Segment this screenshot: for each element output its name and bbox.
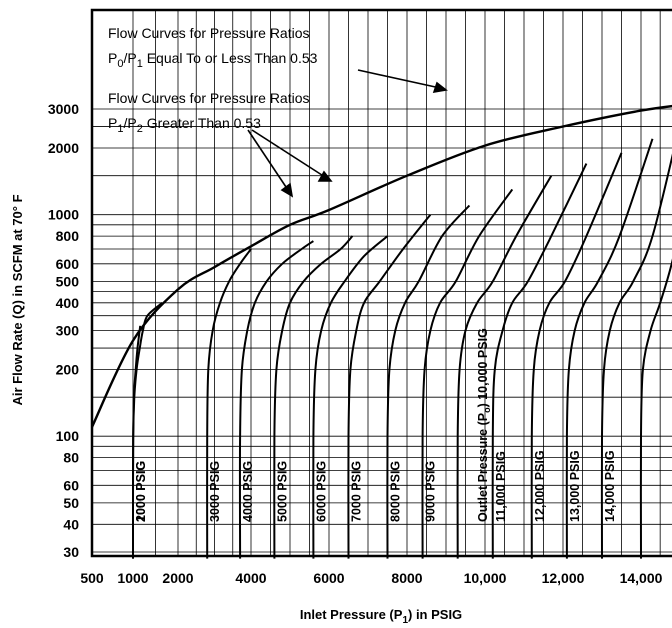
plot-border <box>90 8 672 558</box>
arrowhead-sub-b <box>317 170 333 182</box>
x-tick-label: 14,000 <box>620 570 663 586</box>
curve-label: 5000 PSIG <box>275 461 289 522</box>
curve-label: 9000 PSIG <box>424 461 438 522</box>
flow-curve-4 <box>273 235 354 559</box>
y-tick-label: 80 <box>63 450 79 466</box>
curve-label: 1000 PSIG <box>134 461 148 522</box>
y-tick-label: 500 <box>56 273 80 289</box>
annotation-choked-ratio: P0/P1 Equal To or Less Than 0.53 <box>108 50 318 70</box>
flow-curve-1 <box>132 302 163 559</box>
arrow-line-choked <box>357 69 441 89</box>
x-axis-title: Inlet Pressure (P1) in PSIG <box>300 607 462 626</box>
outlet-caption-tail: ) 10,000 PSIG <box>476 328 490 407</box>
y-tick-label: 800 <box>56 228 80 244</box>
flow-curves <box>90 104 672 559</box>
x-tick-label: 4000 <box>235 570 266 586</box>
curve-label: 13,000 PSIG <box>568 450 582 522</box>
flow-curve-5 <box>312 235 389 559</box>
y-tick-label: 2000 <box>48 140 79 156</box>
annotation-sub1: 1 <box>137 58 143 70</box>
flow-curve-14 <box>639 258 672 559</box>
arrowhead-sub-a <box>280 182 294 198</box>
x-tick-label: 8000 <box>391 570 422 586</box>
x-tick-label: 500 <box>80 570 104 586</box>
choked-flow-envelope <box>90 104 672 428</box>
y-axis-title: Air Flow Rate (Q) in SCFM at 70° F <box>10 194 25 405</box>
arrowhead-choked <box>432 81 448 94</box>
x-tick-label: 6000 <box>313 570 344 586</box>
flow-curve-8 <box>421 188 514 559</box>
annotation-rest: Equal To or Less Than 0.53 <box>143 50 318 66</box>
y-tick-label: 300 <box>56 323 80 339</box>
curve-label: 12,000 PSIG <box>533 450 547 522</box>
y-tick-label: 1000 <box>48 207 79 223</box>
arrow-line-sub-a <box>247 129 289 191</box>
x-axis-title-sub: 1 <box>402 615 408 626</box>
curve-label: 6000 PSIG <box>314 461 328 522</box>
annotation2-sub1: 1 <box>117 123 123 135</box>
flow-curve-3 <box>238 240 314 559</box>
x-axis-title-main: Inlet Pressure (P <box>300 607 403 622</box>
flow-curve-6 <box>347 214 432 559</box>
annotation2-rest: Greater Than 0.53 <box>143 115 261 131</box>
flow-curve-2 <box>206 248 252 559</box>
y-tick-label: 30 <box>63 544 79 560</box>
y-tick-label: 100 <box>56 428 80 444</box>
curve-label: 7000 PSIG <box>350 461 364 522</box>
x-tick-label: 1000 <box>117 570 148 586</box>
curve-label: 11,000 PSIG <box>494 451 508 522</box>
arrow-line-sub-b <box>251 129 326 178</box>
curve-label: 3000 PSIG <box>208 461 222 522</box>
annotation-slash: /P <box>123 50 136 66</box>
annotation-choked-title: Flow Curves for Pressure Ratios <box>108 25 310 41</box>
x-tick-labels: 500 1000 2000 4000 6000 8000 10,000 12,000 14,00… <box>80 570 662 586</box>
flow-curve-12 <box>565 138 654 559</box>
annotation2-p: P <box>108 115 117 131</box>
y-tick-label: 3000 <box>48 101 79 117</box>
y-tick-label: 50 <box>63 495 79 511</box>
x-tick-label: 12,000 <box>542 570 585 586</box>
curve-label: 4000 PSIG <box>241 461 255 522</box>
annotation-sub0: 0 <box>117 58 123 70</box>
flow-curve-13 <box>600 153 672 559</box>
curve-label: 2000 PSIG <box>134 461 148 522</box>
y-tick-label: 60 <box>63 477 79 493</box>
flow-curve-7 <box>386 204 471 559</box>
y-tick-label: 600 <box>56 256 80 272</box>
y-tick-label: 200 <box>56 362 80 378</box>
y-tick-label: 40 <box>63 516 79 532</box>
outlet-caption-main: Outlet Pressure (P <box>476 413 490 522</box>
outlet-caption-sub: o <box>482 407 492 413</box>
x-tick-label: 10,000 <box>464 570 507 586</box>
annotation-p: P <box>108 50 117 66</box>
annotation2-sub2: 2 <box>137 123 143 135</box>
flow-curve-10 <box>491 163 588 559</box>
annotation-subcritical-ratio: P1/P2 Greater Than 0.53 <box>108 115 261 135</box>
annotation-arrows <box>247 69 448 198</box>
outlet-pressure-caption: Outlet Pressure (Po) 10,000 PSIG <box>476 328 492 522</box>
flow-curve-9 <box>456 175 553 559</box>
plot-frame <box>90 8 672 558</box>
y-tick-label: 400 <box>56 295 80 311</box>
x-tick-label: 2000 <box>162 570 193 586</box>
flow-curve-11 <box>530 152 623 559</box>
x-axis-title-tail: ) in PSIG <box>408 607 462 622</box>
curve-label: 14,000 PSIG <box>603 450 617 522</box>
annotation-subcritical-title: Flow Curves for Pressure Ratios <box>108 90 310 106</box>
curve-label: 8000 PSIG <box>389 461 403 522</box>
annotation2-slash: /P <box>123 115 136 131</box>
